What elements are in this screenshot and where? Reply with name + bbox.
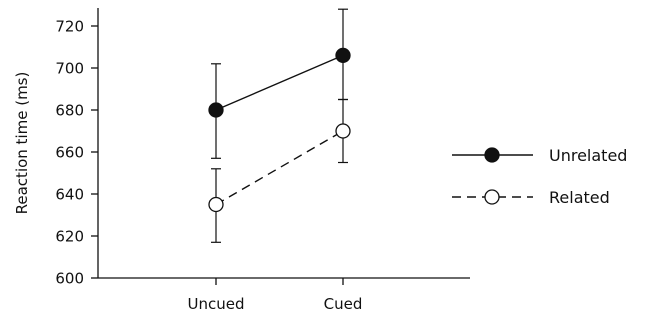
y-ticks: 600 620 640 660 680 700 720 <box>55 18 98 288</box>
error-bars <box>211 8 348 243</box>
legend-marker <box>484 147 500 163</box>
series-lines <box>215 54 344 206</box>
y-tick-label: 640 <box>55 186 84 204</box>
y-tick-label: 680 <box>55 102 84 120</box>
data-point-related <box>208 196 224 213</box>
legend-marker <box>484 189 500 205</box>
legend-label-unrelated: Unrelated <box>549 146 627 165</box>
x-tick-label: Cued <box>324 295 363 313</box>
legend: Unrelated Related <box>452 146 627 207</box>
data-point-related <box>335 123 351 139</box>
data-point-unrelated <box>335 47 351 64</box>
data-points <box>208 47 351 213</box>
y-tick-label: 660 <box>55 144 84 162</box>
y-axis-title: Reaction time (ms) <box>13 72 31 215</box>
x-ticks: Uncued Cued <box>188 278 363 313</box>
y-tick-label: 620 <box>55 228 84 246</box>
series-line-related <box>215 130 344 206</box>
y-tick-label: 600 <box>55 270 84 288</box>
series-line-unrelated <box>215 54 344 111</box>
axes <box>97 8 470 279</box>
y-tick-label: 720 <box>55 18 84 36</box>
legend-label-related: Related <box>549 188 610 207</box>
data-point-unrelated <box>208 102 224 118</box>
y-tick-label: 700 <box>55 60 84 78</box>
x-tick-label: Uncued <box>188 295 245 313</box>
